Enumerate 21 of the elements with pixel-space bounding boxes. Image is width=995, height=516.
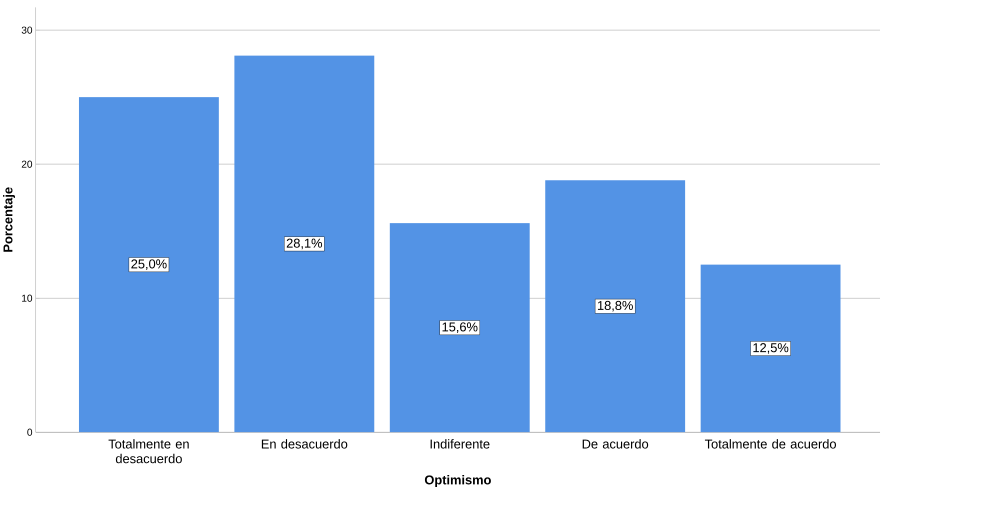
data-label: 18,8% — [598, 300, 633, 312]
y-axis-title: Porcentaje — [3, 187, 16, 252]
data-label: 25,0% — [131, 259, 167, 270]
bar — [545, 180, 686, 432]
y-tick-label: 0 — [27, 428, 32, 436]
x-tick-label: De acuerdo — [582, 439, 648, 449]
x-tick-label: En desacuerdo — [262, 439, 348, 449]
bar — [78, 97, 219, 432]
data-label: 12,5% — [753, 343, 788, 354]
data-label: 28,1% — [286, 238, 322, 250]
x-axis-title: Optimismo — [424, 475, 491, 488]
bar — [234, 56, 374, 432]
y-tick-label: 10 — [22, 294, 32, 302]
y-tick-label: 30 — [22, 26, 32, 34]
data-label: 15,6% — [442, 322, 478, 334]
bar — [390, 223, 530, 432]
x-tick-label: Totalmente de acuerdo — [704, 439, 836, 449]
bar — [700, 264, 841, 432]
y-tick-label: 20 — [22, 160, 32, 168]
x-tick-label: Totalmente en desacuerdo — [108, 439, 189, 464]
x-tick-label: Indiferente — [430, 439, 490, 449]
